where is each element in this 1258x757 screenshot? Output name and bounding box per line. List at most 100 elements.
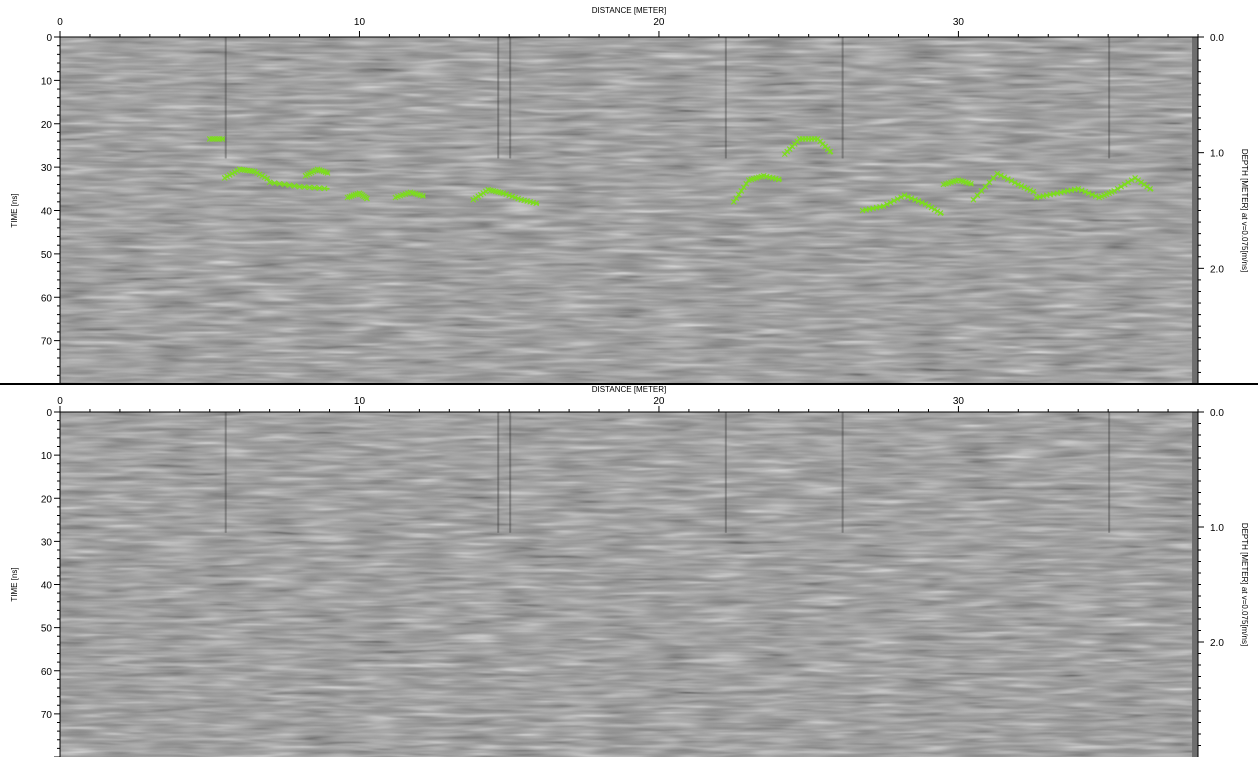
trace-artifact: [224, 412, 227, 533]
trace-artifact: [509, 412, 512, 533]
pick-marker: [934, 208, 941, 215]
pick-marker: [321, 185, 328, 192]
x-tick-label: 30: [953, 17, 965, 28]
pick-marker: [1114, 185, 1121, 192]
pick-marker: [311, 184, 318, 191]
pick-marker: [533, 200, 540, 207]
hyperbola-pick-2: [221, 166, 271, 182]
x-axis-title: DISTANCE [METER]: [592, 6, 667, 15]
hyperbola-pick-4: [302, 166, 331, 179]
pick-marker: [743, 180, 750, 187]
pick-marker: [219, 136, 226, 142]
hyperbola-pick-5: [344, 190, 370, 202]
trace-artifact: [841, 412, 844, 533]
y-tick-label: 10: [41, 76, 53, 87]
pick-marker: [937, 210, 944, 216]
hyperbola-pick-9: [781, 136, 834, 158]
pick-marker: [901, 192, 908, 199]
y-tick-label: 10: [41, 451, 53, 462]
pick-marker: [1015, 181, 1022, 188]
pick-marker: [997, 172, 1004, 179]
pick-marker: [271, 180, 278, 186]
pick-marker: [1125, 179, 1132, 186]
y-tick-label: 30: [41, 537, 53, 548]
y-axis-title: TIME [ns]: [10, 193, 19, 227]
y-tick-label: 70: [41, 710, 53, 721]
pick-marker: [1128, 177, 1135, 184]
pick-marker: [908, 195, 915, 202]
pick-marker: [1030, 188, 1037, 195]
y2-axis-title: DEPTH [METER] at v=0.075[m/ns]: [1240, 523, 1249, 646]
pick-marker: [1011, 179, 1018, 186]
y2-tick-label: 1.0: [1210, 149, 1224, 160]
y2-tick-label: 2.0: [1210, 638, 1224, 649]
trace-artifact: [1108, 37, 1111, 159]
trace-artifact: [724, 412, 727, 533]
pick-marker: [286, 182, 293, 189]
y-tick-label: 50: [41, 250, 53, 261]
pick-marker: [1027, 187, 1034, 194]
pick-marker: [1024, 185, 1031, 192]
hyperbola-pick-7: [470, 186, 540, 207]
pick-marker: [276, 180, 283, 187]
pick-marker: [738, 188, 745, 194]
trace-artifact: [841, 37, 844, 159]
x-tick-label: 20: [653, 17, 665, 28]
pick-marker: [905, 193, 911, 200]
pick-marker: [364, 195, 370, 202]
no-data-strip: [1192, 412, 1198, 757]
pick-marker: [915, 198, 922, 205]
y-tick-label: 60: [41, 667, 53, 678]
x-tick-label: 30: [953, 396, 965, 407]
hyperbola-pick-12: [970, 170, 1037, 203]
pick-marker: [880, 203, 887, 210]
pick-marker: [994, 170, 1001, 177]
pick-marker: [1092, 193, 1099, 199]
hyperbola-pick-13: [1033, 175, 1154, 201]
y2-axis-title: DEPTH [METER] at v=0.075[m/ns]: [1240, 149, 1249, 272]
pick-marker: [1075, 185, 1082, 192]
x-tick-label: 10: [354, 396, 366, 407]
pick-marker: [291, 182, 298, 189]
trace-artifact: [1108, 412, 1111, 533]
y-tick-label: 50: [41, 624, 53, 635]
hyperbola-pick-8: [730, 172, 782, 205]
y-tick-label: 30: [41, 163, 53, 174]
y-tick-label: 0: [46, 33, 52, 44]
pick-marker: [967, 180, 974, 187]
trace-artifact: [497, 412, 500, 533]
pick-marker: [775, 176, 782, 183]
y2-tick-label: 1.0: [1210, 523, 1224, 534]
hyperbola-pick-1: [206, 136, 226, 142]
trace-artifact: [724, 37, 727, 159]
pick-marker: [919, 199, 925, 206]
y-tick-label: 20: [41, 120, 53, 131]
trace-artifact: [497, 37, 500, 159]
y-axis-title: TIME [ns]: [10, 567, 19, 601]
pick-marker: [266, 179, 273, 186]
y-tick-label: 60: [41, 293, 53, 304]
panel-divider: [0, 383, 1258, 385]
pick-marker: [898, 194, 904, 201]
pick-marker: [301, 184, 308, 190]
pick-marker: [733, 195, 740, 202]
hyperbola-pick-3: [266, 179, 330, 192]
pick-marker: [925, 202, 932, 209]
pick-marker: [1021, 184, 1028, 191]
no-data-strip: [1192, 37, 1198, 384]
x-tick-label: 0: [57, 396, 63, 407]
pick-marker: [1018, 182, 1025, 189]
pick-marker: [1111, 188, 1118, 194]
pick-marker: [928, 204, 935, 211]
y-tick-label: 0: [46, 408, 52, 419]
pick-marker: [1089, 191, 1096, 198]
pick-marker: [1147, 185, 1154, 192]
pick-marker: [730, 198, 737, 205]
pick-marker: [912, 196, 918, 203]
x-axis-title: DISTANCE [METER]: [592, 385, 667, 394]
pick-marker: [740, 184, 747, 191]
y-tick-label: 40: [41, 581, 53, 592]
hyperbola-pick-6: [392, 189, 426, 201]
